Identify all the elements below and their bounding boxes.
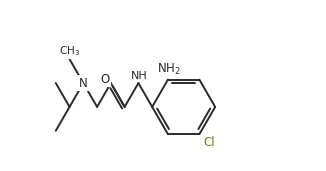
Text: N: N	[79, 77, 88, 90]
Text: O: O	[101, 73, 110, 86]
Text: CH$_3$: CH$_3$	[59, 44, 80, 58]
Text: Cl: Cl	[203, 136, 215, 149]
Text: NH: NH	[131, 71, 148, 81]
Text: NH$_2$: NH$_2$	[157, 62, 181, 77]
